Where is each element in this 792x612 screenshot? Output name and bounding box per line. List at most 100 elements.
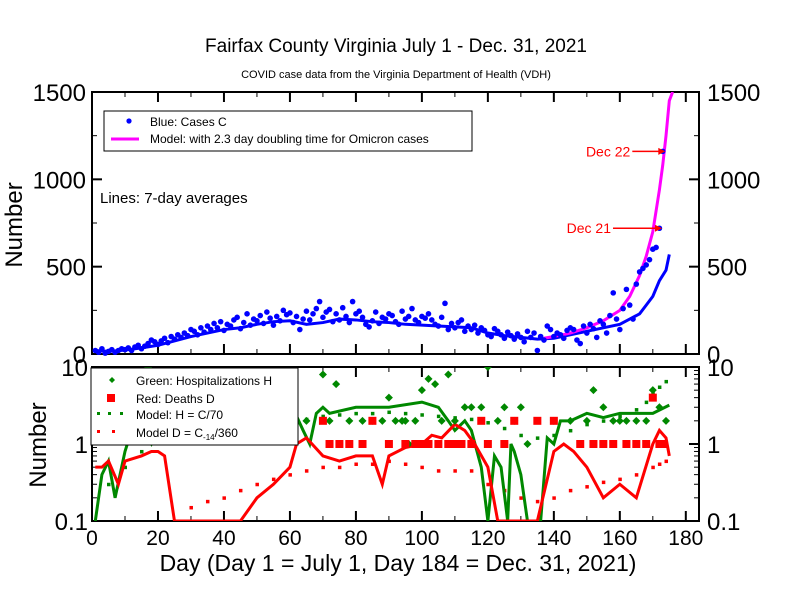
case-point [214,325,221,331]
case-point [290,319,297,326]
case-point [399,308,405,315]
case-point [366,324,372,330]
case-point [481,327,488,334]
model-h-point [420,413,424,417]
death-point [368,416,377,425]
hosp-point [444,370,453,379]
model-d-point [469,469,474,473]
hosp-point [582,416,591,425]
model-d-point [321,465,325,470]
case-point [461,328,468,335]
model-d-point [222,496,226,500]
death-point [384,440,393,448]
legend-hosp-label: Green: Hospitalizations H [136,374,272,388]
case-point [603,330,610,336]
hosp-point [325,416,334,425]
death-point [434,440,443,448]
case-point [458,317,465,323]
hosp-point [493,416,502,425]
model-h-point [337,413,342,417]
death-point [642,440,651,448]
case-point [204,323,211,329]
model-d-point [618,477,622,482]
case-point [244,311,250,317]
annotations: Dec 22 Dec 21 [567,143,666,236]
case-point [254,318,260,324]
hosp-point [302,416,311,425]
case-point [303,308,310,315]
death-point [533,416,542,425]
hosp-point [411,416,420,425]
model-d-point [205,499,210,504]
case-point [438,314,445,321]
case-point [534,347,541,354]
model-d-point [271,477,276,482]
x-tick-label: 140 [536,527,571,550]
legend-cases-marker [126,118,132,124]
model-d-point [601,480,606,485]
model-h-point [664,379,669,384]
top-series [92,92,675,356]
case-point [613,316,620,322]
case-point [221,327,227,334]
case-point [313,305,320,312]
model-d-point [651,465,655,470]
case-point [161,335,168,342]
case-point [551,333,557,340]
case-point [382,316,389,322]
case-point [620,305,626,312]
model-h-point [354,411,358,416]
annotation-dec22: Dec 22 [586,143,631,159]
case-point [240,319,247,326]
model-d-point [664,459,669,464]
death-point [576,440,585,448]
hosp-point [401,416,410,425]
case-point [610,290,617,296]
case-point [646,256,653,263]
hosp-point [655,403,664,412]
model-d-point [453,469,457,473]
hosp-point [424,374,433,383]
model-h-point [469,417,474,422]
case-point [395,321,402,328]
model-d-point [552,496,556,500]
legend-hosp-marker [109,377,115,383]
top-y-tick-label-right: 500 [707,255,747,282]
hosp-point [599,403,608,412]
legend-deaths-marker [107,394,115,402]
bottom-y-tick-label-left: 1 [75,432,88,459]
death-point [658,440,667,448]
case-point [640,265,646,272]
case-point [508,332,514,339]
hosp-point [460,403,469,412]
legend-model-h-marker [97,412,123,415]
case-point [643,262,650,268]
hosp-point [431,380,440,389]
case-point [280,307,287,314]
case-point [99,345,105,352]
case-point [498,331,504,338]
hosp-point [332,380,341,389]
model-h-point [634,408,639,412]
death-point [450,440,459,448]
case-point [409,305,415,312]
model-h-point [139,449,144,454]
case-point [544,323,551,329]
hosp-point [477,403,486,412]
bottom-y-tick-label-right: 0.1 [707,509,740,536]
model-h-point [585,422,589,427]
death-point [424,440,433,448]
case-point [349,298,356,305]
case-point [617,326,623,333]
case-point [577,340,584,347]
x-tick-label: 180 [668,527,703,550]
model-d-point [436,469,441,473]
case-point [574,337,580,343]
case-point [155,341,161,348]
hosp-point [345,416,354,425]
hosp-point [358,416,367,425]
case-point [270,322,277,328]
model-h-point [535,436,540,440]
death-point [358,440,367,448]
